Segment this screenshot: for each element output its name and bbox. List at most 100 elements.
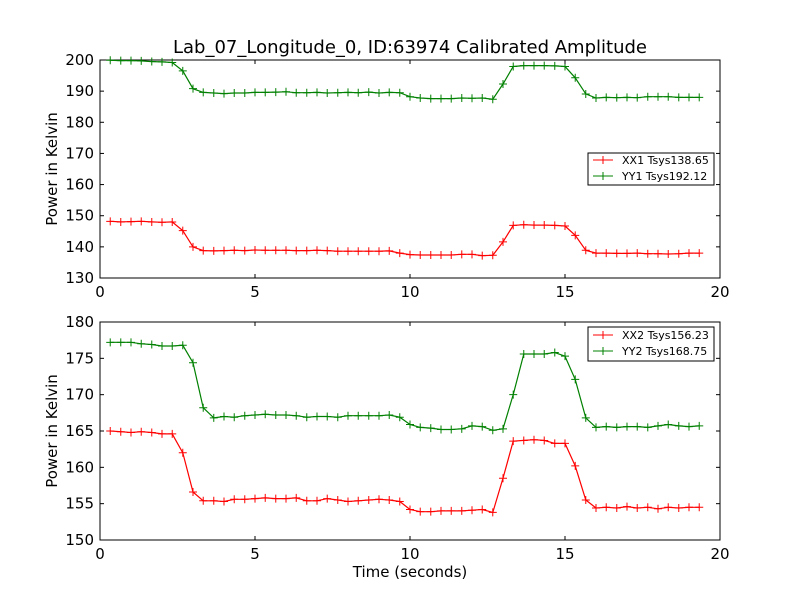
data-point-marker bbox=[230, 246, 239, 255]
data-point-marker bbox=[509, 221, 518, 230]
data-point-marker bbox=[499, 79, 507, 88]
data-point-marker bbox=[168, 217, 177, 226]
data-point-marker bbox=[685, 503, 693, 512]
series-line-1-1 bbox=[110, 341, 700, 431]
data-point-marker bbox=[571, 73, 580, 82]
data-point-marker bbox=[147, 217, 156, 226]
data-point-marker bbox=[437, 94, 445, 103]
data-point-marker bbox=[116, 56, 125, 65]
data-point-marker bbox=[333, 496, 342, 505]
data-point-marker bbox=[302, 413, 311, 422]
legend-top: XX1 Tsys138.65 YY1 Tsys192.12 bbox=[587, 152, 715, 186]
chart-title: Lab_07_Longitude_0, ID:63974 Calibrated … bbox=[173, 37, 647, 58]
data-point-marker bbox=[643, 423, 652, 432]
data-point-marker bbox=[550, 221, 559, 230]
data-point-marker bbox=[633, 93, 642, 102]
data-point-marker bbox=[282, 246, 290, 255]
data-point-marker bbox=[189, 358, 197, 367]
data-point-marker bbox=[664, 503, 673, 512]
data-point-marker bbox=[488, 508, 497, 517]
data-point-marker bbox=[416, 423, 425, 432]
data-point-marker bbox=[168, 58, 177, 67]
data-point-marker bbox=[437, 506, 445, 515]
data-point-marker bbox=[468, 506, 476, 515]
data-point-marker bbox=[364, 88, 373, 97]
x-tick-label: 10 bbox=[400, 545, 419, 563]
data-point-marker bbox=[354, 496, 363, 505]
legend-label-yy2: YY2 Tsys168.75 bbox=[621, 345, 707, 358]
subplot-top: 0 5 10 15 20 130 140 150 160 170 180 190 200 Power i… bbox=[43, 51, 730, 301]
data-point-marker bbox=[209, 89, 218, 98]
y-tick-label: 175 bbox=[65, 349, 94, 367]
data-point-marker bbox=[375, 89, 383, 98]
data-point-marker bbox=[416, 507, 425, 516]
data-point-marker bbox=[395, 497, 404, 506]
data-point-marker bbox=[581, 246, 590, 255]
data-point-marker bbox=[271, 494, 280, 503]
data-point-marker bbox=[695, 503, 704, 512]
data-point-marker bbox=[189, 488, 197, 497]
data-point-marker bbox=[178, 448, 187, 457]
data-point-marker bbox=[251, 245, 259, 254]
data-point-marker bbox=[695, 421, 704, 430]
data-point-marker bbox=[602, 503, 611, 512]
data-point-marker bbox=[282, 411, 290, 420]
data-point-marker bbox=[633, 422, 642, 431]
data-point-marker bbox=[602, 422, 611, 431]
data-point-marker bbox=[478, 251, 487, 260]
data-point-marker bbox=[416, 93, 425, 102]
data-point-marker bbox=[240, 89, 249, 98]
data-point-marker bbox=[447, 94, 456, 103]
data-point-marker bbox=[519, 436, 528, 445]
data-point-marker bbox=[509, 62, 518, 71]
data-point-marker bbox=[189, 242, 197, 251]
data-point-marker bbox=[137, 56, 146, 65]
x-tick-label: 0 bbox=[95, 545, 105, 563]
data-point-marker bbox=[106, 56, 115, 65]
legend-bottom: XX2 Tsys156.23 YY2 Tsys168.75 bbox=[587, 326, 715, 362]
data-point-marker bbox=[519, 349, 528, 358]
data-point-marker bbox=[209, 496, 218, 505]
data-point-marker bbox=[519, 220, 528, 229]
data-point-marker bbox=[488, 251, 497, 260]
data-point-marker bbox=[168, 341, 177, 350]
y-tick-label: 165 bbox=[65, 422, 94, 440]
data-point-marker bbox=[209, 246, 218, 255]
data-point-marker bbox=[354, 247, 363, 256]
data-point-marker bbox=[664, 92, 673, 101]
x-tick-label: 5 bbox=[250, 283, 260, 301]
data-point-marker bbox=[158, 57, 166, 66]
data-point-marker bbox=[313, 496, 321, 505]
data-point-marker bbox=[519, 61, 528, 70]
data-point-marker bbox=[106, 217, 115, 226]
data-point-marker bbox=[178, 226, 187, 235]
data-point-marker bbox=[488, 426, 497, 435]
data-point-marker bbox=[282, 87, 290, 96]
data-point-marker bbox=[488, 95, 497, 104]
data-point-marker bbox=[612, 93, 621, 102]
data-point-marker bbox=[137, 427, 146, 436]
y-tick-label: 130 bbox=[65, 269, 94, 287]
data-point-marker bbox=[127, 428, 135, 437]
data-point-marker bbox=[581, 89, 590, 98]
series-line-0-0 bbox=[110, 220, 700, 257]
data-point-marker bbox=[199, 88, 208, 97]
x-tick-label: 0 bbox=[95, 283, 105, 301]
data-point-marker bbox=[209, 413, 218, 422]
data-point-marker bbox=[633, 504, 642, 513]
data-point-marker bbox=[530, 349, 538, 358]
data-point-marker bbox=[220, 412, 228, 421]
data-point-marker bbox=[664, 420, 673, 429]
data-point-marker bbox=[385, 246, 394, 255]
x-axis-label-bottom: Time (seconds) bbox=[352, 563, 468, 581]
data-point-marker bbox=[499, 237, 507, 246]
data-point-marker bbox=[375, 495, 383, 504]
data-point-marker bbox=[385, 411, 394, 420]
data-point-marker bbox=[581, 496, 590, 505]
data-point-marker bbox=[323, 89, 332, 98]
data-point-marker bbox=[116, 217, 125, 226]
legend-marker-yy1 bbox=[599, 172, 607, 180]
data-point-marker bbox=[251, 411, 259, 420]
data-point-marker bbox=[530, 435, 538, 444]
data-point-marker bbox=[561, 352, 569, 361]
